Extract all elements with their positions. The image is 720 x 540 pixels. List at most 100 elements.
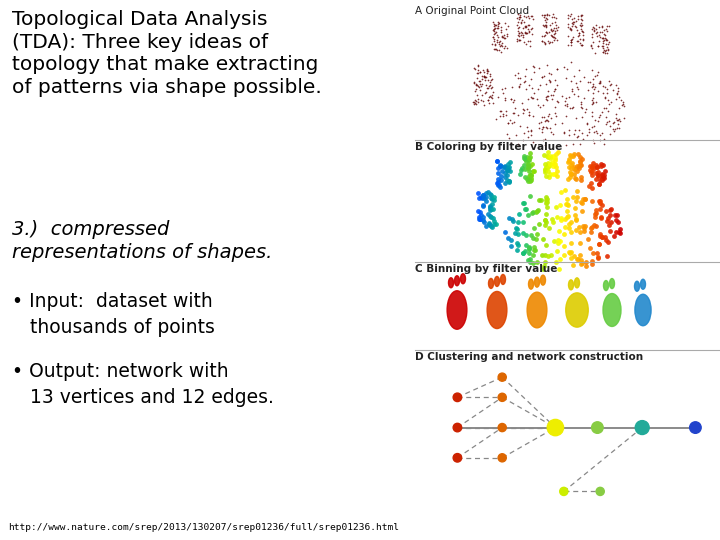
Point xyxy=(484,201,495,210)
Point xyxy=(575,228,586,237)
Point xyxy=(517,104,528,113)
Point xyxy=(541,151,552,160)
Point xyxy=(485,213,497,221)
Point xyxy=(485,204,496,213)
Point xyxy=(490,28,502,37)
Point xyxy=(538,37,549,46)
Point xyxy=(504,214,516,222)
Point xyxy=(540,14,552,22)
Point xyxy=(538,32,549,40)
Point xyxy=(600,235,612,244)
Point xyxy=(546,38,557,46)
Point xyxy=(524,161,536,170)
Point xyxy=(549,17,561,26)
Point xyxy=(548,30,559,39)
Point xyxy=(554,254,566,263)
Point xyxy=(593,113,604,122)
Point xyxy=(572,133,583,141)
Point xyxy=(520,165,531,174)
Point xyxy=(492,24,504,32)
Point xyxy=(544,78,556,87)
Point xyxy=(596,232,608,241)
Point xyxy=(572,132,584,140)
Circle shape xyxy=(596,487,604,496)
Point xyxy=(510,71,521,80)
Point xyxy=(575,260,587,268)
Point xyxy=(488,24,500,33)
Point xyxy=(603,22,614,30)
Point xyxy=(618,102,629,111)
Point xyxy=(519,205,531,213)
Point xyxy=(608,127,620,136)
Point xyxy=(536,10,548,19)
Point xyxy=(523,12,534,21)
Point xyxy=(536,112,547,121)
Point xyxy=(617,98,629,106)
Point xyxy=(513,218,524,226)
Point xyxy=(525,25,536,33)
Point xyxy=(516,165,527,174)
Point xyxy=(495,42,506,51)
Point xyxy=(598,48,609,56)
Point xyxy=(562,201,574,210)
Point xyxy=(483,82,495,90)
Point xyxy=(565,38,577,47)
Point xyxy=(571,255,582,264)
Point xyxy=(475,193,487,201)
Point xyxy=(607,119,618,127)
Point xyxy=(549,84,561,93)
Point xyxy=(588,75,599,84)
Point xyxy=(503,178,515,186)
Point xyxy=(512,35,523,43)
Point xyxy=(534,80,545,89)
Point xyxy=(614,229,626,238)
Point xyxy=(560,73,572,82)
Point xyxy=(533,220,544,228)
Point xyxy=(523,37,534,45)
Point xyxy=(559,63,570,72)
Point xyxy=(492,174,503,183)
Point xyxy=(513,15,525,23)
Point xyxy=(588,26,600,35)
Point xyxy=(478,72,490,80)
Point xyxy=(586,82,598,91)
Point xyxy=(562,200,573,208)
Point xyxy=(592,171,603,179)
Point xyxy=(497,84,508,93)
Point xyxy=(572,161,583,170)
Point xyxy=(474,207,486,216)
Point xyxy=(575,18,587,27)
Point xyxy=(515,80,526,89)
Point xyxy=(523,256,534,265)
Point xyxy=(523,21,534,29)
Point xyxy=(539,258,551,266)
Point xyxy=(515,27,526,36)
Point xyxy=(575,173,587,181)
Point xyxy=(503,163,515,172)
Point xyxy=(564,220,575,229)
Point xyxy=(562,65,573,73)
Point xyxy=(541,9,552,18)
Point xyxy=(513,82,525,91)
Point xyxy=(593,37,604,45)
Point xyxy=(536,251,548,259)
Point xyxy=(576,16,588,25)
Point xyxy=(477,200,489,209)
Point xyxy=(552,98,564,107)
Point xyxy=(469,98,480,107)
Point xyxy=(579,94,590,103)
Point xyxy=(570,114,582,123)
Circle shape xyxy=(690,422,701,433)
Point xyxy=(517,136,528,145)
Point xyxy=(603,221,615,230)
Point xyxy=(519,155,531,164)
Point xyxy=(588,26,600,35)
Point xyxy=(613,120,624,129)
Point xyxy=(474,215,485,224)
Point xyxy=(493,45,505,54)
Point xyxy=(585,224,597,233)
Point xyxy=(500,179,511,187)
Point xyxy=(549,154,561,163)
Point xyxy=(531,258,542,267)
Point xyxy=(536,73,547,82)
